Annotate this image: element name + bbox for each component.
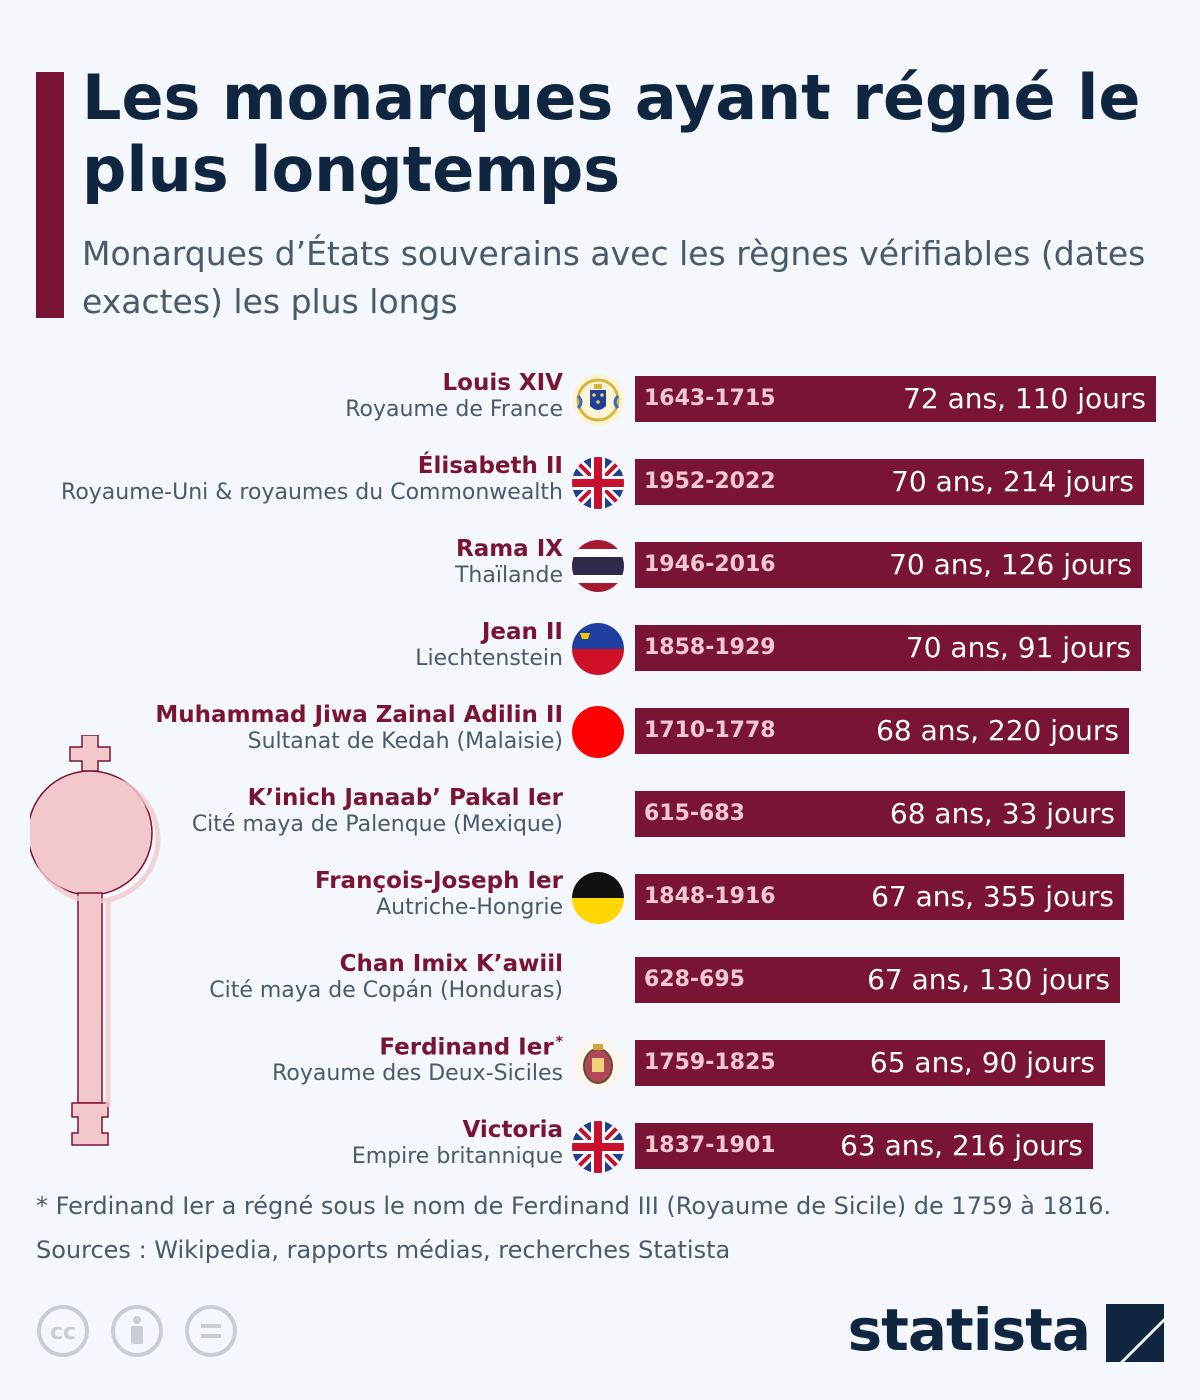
reign-duration-label: 67 ans, 130 jours xyxy=(867,963,1110,996)
monarch-name: Louis XIV xyxy=(442,370,563,396)
france-royal-arms-icon xyxy=(572,374,624,426)
monarch-country: Cité maya de Palenque (Mexique) xyxy=(191,812,563,837)
reign-duration-label: 67 ans, 355 jours xyxy=(871,880,1114,913)
license-icons: cc xyxy=(36,1304,246,1358)
kedah-icon xyxy=(572,706,624,758)
reign-years-label: 1848-1916 xyxy=(644,884,776,909)
monarch-name-text: Victoria xyxy=(462,1117,563,1143)
monarch-country: Empire britannique xyxy=(351,1144,563,1169)
chart-row: Louis XIV Royaume de France 1643-1715 72 an… xyxy=(0,362,1200,445)
chart-row: Élisabeth II Royaume-Uni & royaumes du Co… xyxy=(0,445,1200,528)
footnote-mark: * xyxy=(555,1034,563,1050)
reign-duration-label: 63 ans, 216 jours xyxy=(840,1129,1083,1162)
reign-bar xyxy=(635,1040,1105,1086)
reign-bar xyxy=(635,874,1124,920)
svg-text:cc: cc xyxy=(50,1320,76,1345)
reign-bar xyxy=(635,791,1125,837)
two-sicilies-arms-icon xyxy=(572,1038,624,1090)
scepter-icon xyxy=(30,735,161,1146)
chart-row: K’inich Janaab’ Pakal Ier Cité maya de Pa… xyxy=(0,777,1200,860)
monarch-name: Victoria xyxy=(463,1117,563,1143)
monarch-name-text: Rama IX xyxy=(455,536,563,562)
title-accent-bar xyxy=(36,72,64,318)
monarch-name: Élisabeth II xyxy=(418,453,563,479)
no-derivatives-icon[interactable] xyxy=(184,1304,238,1358)
monarch-name-text: K’inich Janaab’ Pakal Ier xyxy=(247,785,563,811)
monarch-name-text: François-Joseph Ier xyxy=(314,868,563,894)
habsburg-icon xyxy=(572,872,624,924)
reign-years-label: 1946-2016 xyxy=(644,552,776,577)
monarch-country: Royaume des Deux-Siciles xyxy=(272,1061,563,1086)
reign-years-label: 1858-1929 xyxy=(644,635,776,660)
chart-title: Les monarques ayant régné le plus longte… xyxy=(82,61,1141,206)
reign-duration-label: 70 ans, 214 jours xyxy=(891,465,1134,498)
monarch-country: Sultanat de Kedah (Malaisie) xyxy=(247,729,563,754)
chart-row: Chan Imix K’awiil Cité maya de Copán (Hon… xyxy=(0,943,1200,1026)
chart-row: Ferdinand Ier * Royaume des Deux-Siciles 17… xyxy=(0,1026,1200,1109)
reign-years-label: 615-683 xyxy=(644,801,745,826)
monarch-country: Cité maya de Copán (Honduras) xyxy=(209,978,563,1003)
chart-row: Muhammad Jiwa Zainal Adilin II Sultanat d… xyxy=(0,694,1200,777)
statista-logo[interactable]: statista xyxy=(847,1296,1091,1364)
monarch-name-text: Ferdinand Ier xyxy=(379,1034,554,1061)
reign-bar xyxy=(635,957,1120,1003)
monarch-name: Muhammad Jiwa Zainal Adilin II xyxy=(155,702,563,728)
chart-subtitle: Monarques d’États souverains avec les rè… xyxy=(82,234,1146,321)
chart-row: François-Joseph Ier Autriche-Hongrie 1848-… xyxy=(0,860,1200,943)
union-jack-icon xyxy=(572,1121,624,1173)
reign-duration-label: 68 ans, 33 jours xyxy=(889,797,1115,830)
reign-duration-label: 68 ans, 220 jours xyxy=(876,714,1119,747)
footnote: * Ferdinand Ier a régné sous le nom de F… xyxy=(36,1192,1112,1220)
monarch-country: Royaume de France xyxy=(345,397,563,422)
attribution-icon[interactable] xyxy=(110,1304,164,1358)
reign-years-label: 628-695 xyxy=(644,967,745,992)
monarch-name: K’inich Janaab’ Pakal Ier xyxy=(248,785,563,811)
monarch-name-text: Chan Imix K’awiil xyxy=(339,951,563,977)
statista-logo-icon xyxy=(1106,1304,1164,1362)
reign-bar xyxy=(635,708,1129,754)
monarch-name-text: Muhammad Jiwa Zainal Adilin II xyxy=(155,702,563,728)
reign-years-label: 1759-1825 xyxy=(644,1050,776,1075)
monarch-name-text: Jean II xyxy=(481,619,563,645)
monarch-name: Jean II xyxy=(482,619,563,645)
monarch-country: Royaume-Uni & royaumes du Commonwealth xyxy=(61,480,563,505)
reign-years-label: 1643-1715 xyxy=(644,386,776,411)
reign-bar xyxy=(635,625,1141,671)
cc-icon[interactable]: cc xyxy=(36,1304,90,1358)
thailand-icon xyxy=(572,540,624,592)
reign-years-label: 1952-2022 xyxy=(644,469,776,494)
reign-years-label: 1710-1778 xyxy=(644,718,776,743)
reign-bar xyxy=(635,376,1156,422)
liechtenstein-icon xyxy=(572,623,624,675)
chart-row: Jean II Liechtenstein 1858-1929 70 ans, 91 … xyxy=(0,611,1200,694)
reign-duration-label: 70 ans, 126 jours xyxy=(889,548,1132,581)
monarch-name-text: Élisabeth II xyxy=(417,453,563,479)
reign-bar xyxy=(635,542,1142,588)
reign-duration-label: 72 ans, 110 jours xyxy=(903,382,1146,415)
monarch-name: Chan Imix K’awiil xyxy=(340,951,563,977)
monarch-country: Liechtenstein xyxy=(415,646,563,671)
reign-years-label: 1837-1901 xyxy=(644,1133,776,1158)
monarch-name: Ferdinand Ier * xyxy=(379,1034,563,1061)
reign-bar xyxy=(635,1123,1093,1169)
chart-row: Rama IX Thaïlande 1946-2016 70 ans, 126 jou… xyxy=(0,528,1200,611)
reign-bar xyxy=(635,459,1144,505)
sources-note: Sources : Wikipedia, rapports médias, re… xyxy=(36,1236,731,1264)
chart-row: Victoria Empire britannique 1837-1901 63 an… xyxy=(0,1109,1200,1192)
monarch-name: Rama IX xyxy=(456,536,563,562)
monarch-name: François-Joseph Ier xyxy=(315,868,563,894)
union-jack-icon xyxy=(572,457,624,509)
reign-duration-label: 65 ans, 90 jours xyxy=(869,1046,1095,1079)
monarch-country: Thaïlande xyxy=(454,563,563,588)
monarch-name-text: Louis XIV xyxy=(442,370,563,396)
reign-duration-label: 70 ans, 91 jours xyxy=(905,631,1131,664)
monarch-country: Autriche-Hongrie xyxy=(376,895,563,920)
